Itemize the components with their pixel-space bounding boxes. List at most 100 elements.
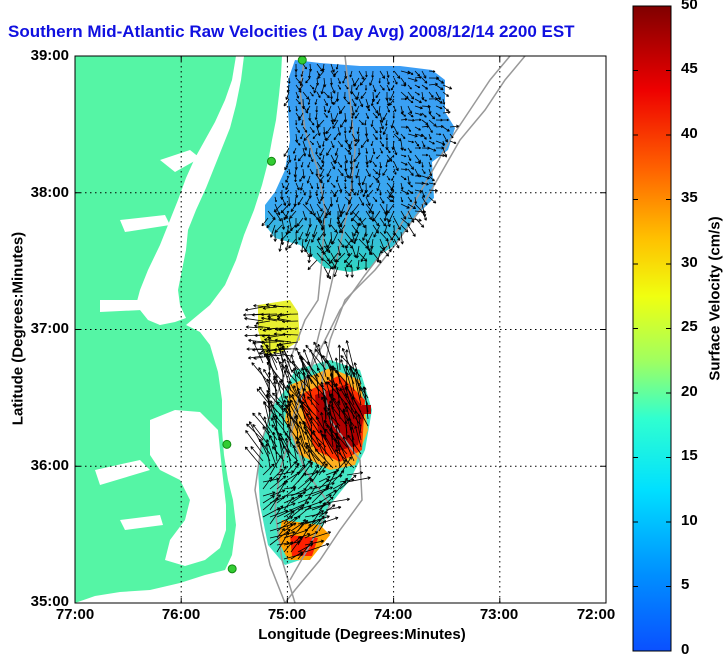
velocity-arrow	[316, 238, 324, 251]
velocity-arrow	[337, 168, 344, 177]
velocity-arrow	[400, 97, 407, 101]
velocity-arrow	[284, 161, 290, 171]
velocity-arrow	[370, 98, 374, 107]
velocity-arrow	[376, 182, 381, 192]
velocity-arrow	[356, 91, 360, 100]
velocity-arrow	[435, 153, 446, 158]
velocity-arrow	[383, 210, 388, 222]
velocity-arrow	[372, 161, 377, 168]
velocity-arrow	[393, 77, 398, 85]
y-tick-label: 37:00	[30, 320, 69, 337]
velocity-arrow	[335, 175, 339, 183]
velocity-arrow	[428, 140, 435, 145]
north-velocity-field	[265, 60, 455, 272]
pamlico-sound	[150, 410, 226, 566]
velocity-arrow	[414, 105, 423, 110]
velocity-arrow	[271, 446, 285, 462]
velocity-arrow	[428, 70, 436, 73]
velocity-arrow	[364, 259, 368, 271]
velocity-arrow	[305, 224, 311, 237]
velocity-arrow	[393, 126, 399, 135]
velocity-arrow	[308, 63, 313, 72]
velocity-arrow	[414, 98, 422, 104]
velocity-arrow	[400, 210, 407, 220]
x-axis-label: Longitude (Degrees:Minutes)	[258, 626, 466, 643]
velocity-arrow	[274, 210, 282, 222]
velocity-arrow	[276, 481, 286, 497]
velocity-arrow	[400, 133, 406, 140]
velocity-arrow	[369, 77, 374, 86]
velocity-arrow	[303, 133, 311, 141]
velocity-arrow	[330, 91, 333, 100]
velocity-arrow	[344, 402, 362, 427]
velocity-arrow	[344, 70, 348, 79]
velocity-vectors	[243, 63, 460, 560]
velocity-arrow	[262, 495, 275, 504]
velocity-arrow	[407, 126, 411, 133]
velocity-arrow	[379, 119, 384, 130]
velocity-arrow	[266, 217, 276, 229]
velocity-arrow	[383, 224, 388, 234]
velocity-arrow	[302, 63, 307, 70]
velocity-arrow	[325, 133, 332, 142]
velocity-arrow	[315, 189, 319, 197]
velocity-arrow	[379, 196, 385, 204]
velocity-arrow	[318, 519, 327, 532]
velocity-arrow	[435, 125, 444, 129]
velocity-arrow	[304, 515, 330, 525]
velocity-arrow	[344, 259, 353, 268]
velocity-arrow	[386, 84, 391, 92]
velocity-arrow	[407, 98, 414, 104]
velocity-arrow	[377, 168, 381, 176]
velocity-arrow	[282, 445, 299, 462]
velocity-arrow	[305, 196, 311, 206]
velocity-arrow	[245, 430, 264, 455]
velocity-arrow	[288, 105, 291, 113]
velocity-arrow	[393, 168, 397, 175]
velocity-arrow	[449, 140, 457, 145]
velocity-arrow	[344, 182, 347, 190]
velocity-arrow	[297, 540, 313, 560]
velocity-arrow	[400, 91, 409, 100]
velocity-arrow	[379, 140, 385, 147]
velocity-arrow	[435, 84, 444, 91]
velocity-arrow	[386, 175, 391, 181]
velocity-arrow	[252, 340, 264, 364]
grid-lines	[75, 56, 606, 603]
velocity-arrow	[428, 182, 436, 186]
velocity-arrow	[421, 168, 426, 175]
velocity-arrow	[382, 168, 388, 176]
velocity-arrow	[304, 442, 327, 469]
colorbar-tick-label: 50	[681, 0, 698, 13]
velocity-arrow	[414, 196, 418, 205]
velocity-arrow	[365, 196, 371, 207]
velocity-arrow	[274, 196, 278, 203]
velocity-arrow	[327, 403, 334, 427]
velocity-arrow	[295, 98, 301, 105]
velocity-arrow	[364, 119, 367, 126]
velocity-arrow	[290, 506, 304, 518]
velocity-arrow	[280, 364, 285, 399]
velocity-arrow	[264, 338, 285, 343]
velocity-arrow	[313, 84, 318, 94]
velocity-arrow	[320, 84, 325, 95]
velocity-arrow	[307, 161, 311, 168]
colorbar-tick-label: 25	[681, 318, 698, 335]
velocity-arrow	[379, 112, 384, 123]
velocity-arrow	[356, 126, 360, 135]
velocity-arrow	[304, 478, 314, 490]
velocity-arrow	[315, 373, 320, 399]
velocity-arrow	[335, 63, 339, 70]
velocity-arrow	[435, 98, 443, 104]
colorbar-tick-label: 15	[681, 447, 698, 464]
velocity-arrow	[304, 470, 319, 483]
velocity-arrow	[312, 224, 318, 238]
velocity-arrow	[323, 112, 328, 118]
velocity-arrow	[334, 383, 348, 413]
velocity-arrow	[379, 245, 388, 254]
velocity-arrow	[386, 238, 392, 253]
velocity-arrow	[325, 489, 337, 497]
velocity-arrow	[326, 266, 332, 278]
velocity-arrow	[355, 84, 360, 91]
velocity-arrow	[298, 435, 306, 455]
